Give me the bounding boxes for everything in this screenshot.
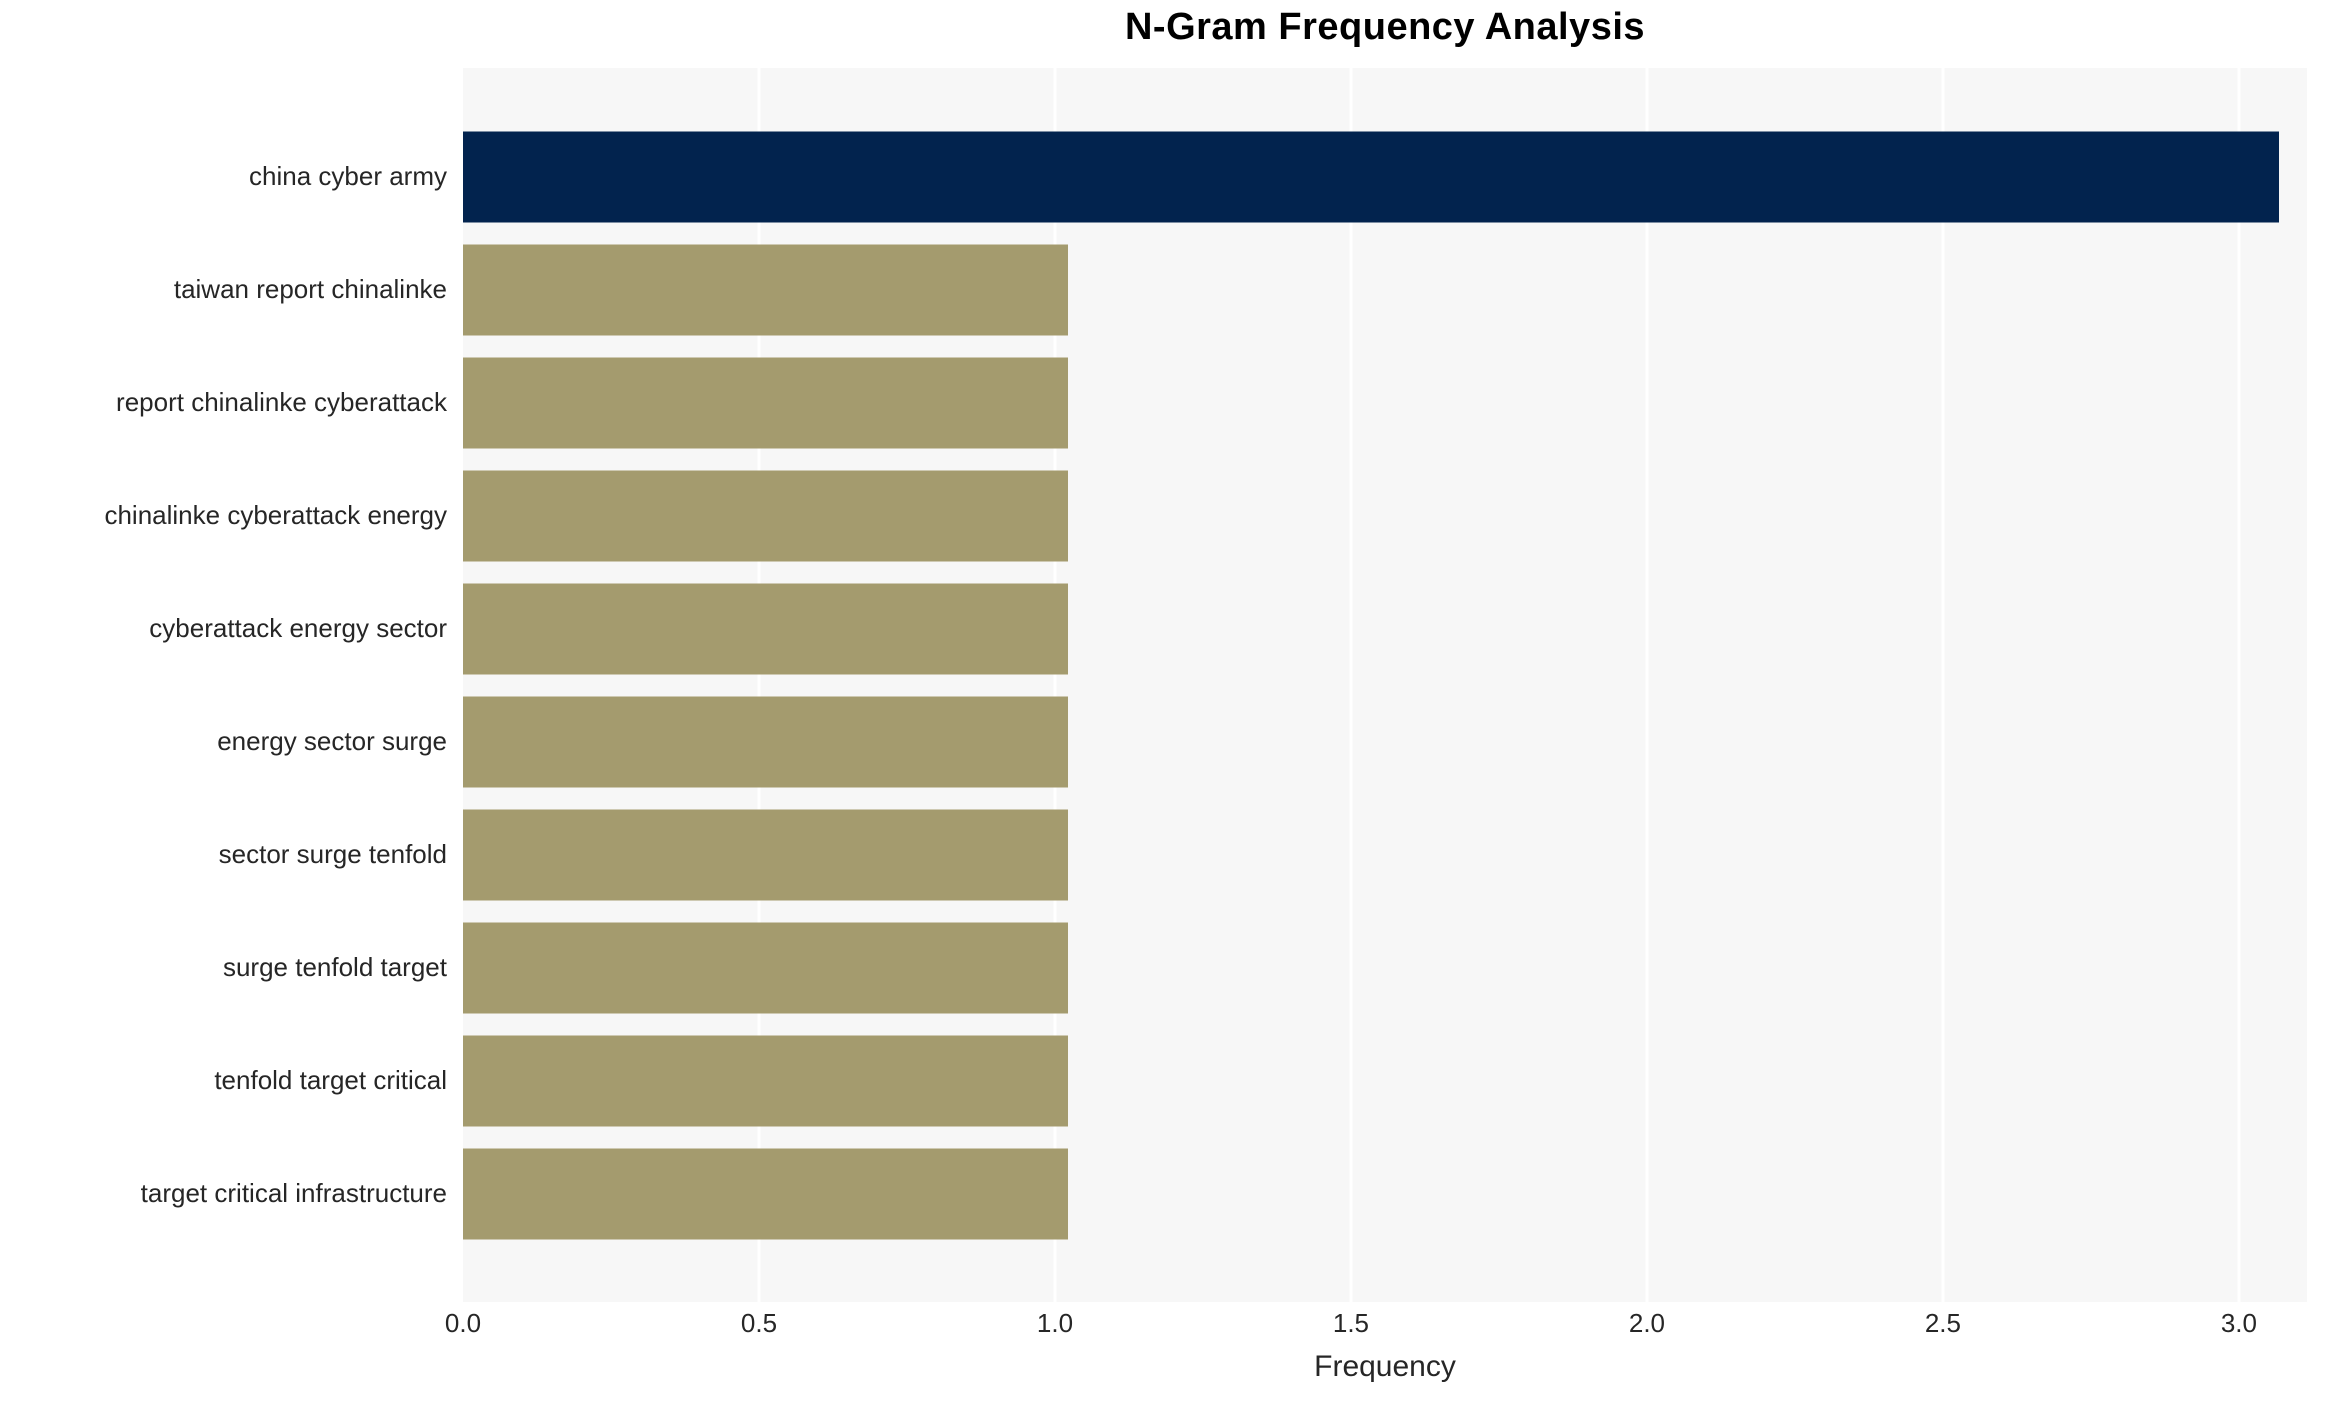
- gridline: [757, 68, 761, 1302]
- x-tick-label: 1.0: [1036, 1308, 1074, 1338]
- y-axis-label: energy sector surge: [217, 726, 447, 756]
- bar-row: taiwan report chinalinke: [0, 233, 2349, 346]
- bar-row: energy sector surge: [0, 685, 2349, 798]
- chart-title: N-Gram Frequency Analysis: [1124, 6, 1646, 48]
- bar: [463, 583, 1069, 674]
- bar: [463, 809, 1069, 900]
- x-tick-label: 1.5: [1332, 1308, 1370, 1338]
- bar: [463, 244, 1069, 335]
- y-axis-label: chinalinke cyberattack energy: [104, 500, 447, 530]
- bar: [463, 357, 1069, 448]
- gridline: [1053, 68, 1057, 1302]
- bar-track: [463, 346, 2349, 459]
- bar: [463, 1148, 1069, 1239]
- bar: [463, 1035, 1069, 1126]
- bar-row: chinalinke cyberattack energy: [0, 459, 2349, 572]
- gridline: [2237, 68, 2241, 1302]
- bar-row: china cyber army: [0, 120, 2349, 233]
- gridline: [1349, 68, 1353, 1302]
- bar: [463, 131, 2280, 222]
- gridline: [1645, 68, 1649, 1302]
- bar-row: target critical infrastructure: [0, 1137, 2349, 1250]
- bar-track: [463, 233, 2349, 346]
- bar-row: surge tenfold target: [0, 911, 2349, 1024]
- y-axis-label: taiwan report chinalinke: [173, 274, 447, 304]
- y-axis-label: china cyber army: [249, 161, 447, 191]
- x-axis-label: Frequency: [1314, 1350, 1456, 1383]
- bar-track: [463, 120, 2349, 233]
- gridline: [1941, 68, 1945, 1302]
- bar: [463, 696, 1069, 787]
- y-axis-label: target critical infrastructure: [140, 1178, 447, 1208]
- x-tick-label: 3.0: [2220, 1308, 2257, 1338]
- x-axis-ticks: 0.0 0.5 1.0 1.5 2.0 2.5 3.0: [445, 1308, 2307, 1344]
- x-tick-label: 2.0: [1628, 1308, 1666, 1338]
- y-axis-label: report chinalinke cyberattack: [116, 387, 447, 417]
- y-axis-label: surge tenfold target: [222, 952, 447, 982]
- y-axis-label: cyberattack energy sector: [149, 613, 447, 643]
- y-axis-label: tenfold target critical: [214, 1065, 447, 1095]
- bar-row: report chinalinke cyberattack: [0, 346, 2349, 459]
- bar-row: sector surge tenfold: [0, 798, 2349, 911]
- bar-track: [463, 685, 2349, 798]
- bar-row: tenfold target critical: [0, 1024, 2349, 1137]
- x-tick-label: 0.5: [740, 1308, 778, 1338]
- x-tick-label: 0.0: [444, 1308, 482, 1338]
- bar: [463, 922, 1069, 1013]
- bar-track: [463, 798, 2349, 911]
- bar: [463, 470, 1069, 561]
- x-tick-label: 2.5: [1924, 1308, 1961, 1338]
- bar-track: [463, 572, 2349, 685]
- bar-track: [463, 911, 2349, 1024]
- bar-track: [463, 1137, 2349, 1250]
- bar-row: cyberattack energy sector: [0, 572, 2349, 685]
- bar-track: [463, 1024, 2349, 1137]
- bar-track: [463, 459, 2349, 572]
- bar-rows: china cyber army taiwan report chinalinke…: [0, 120, 2349, 1250]
- y-axis-label: sector surge tenfold: [218, 839, 447, 869]
